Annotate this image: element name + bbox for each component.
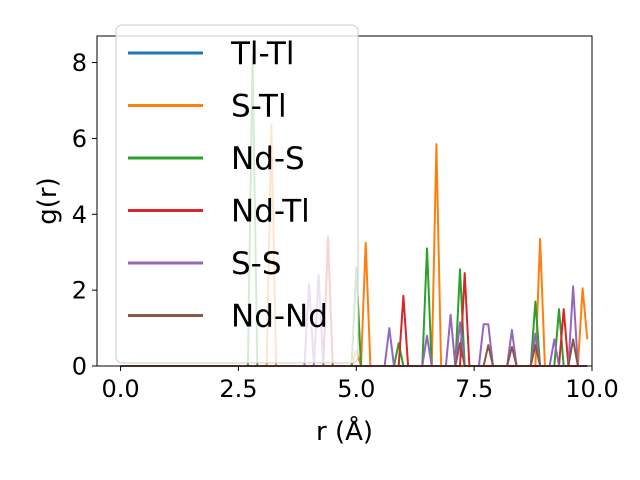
x-tick-label: 10.0 <box>565 375 618 403</box>
legend-label-tl-tl: Tl-Tl <box>230 36 294 72</box>
x-axis-ticks: 0.0 2.5 5.0 7.5 10.0 <box>101 366 619 403</box>
x-tick-label: 5.0 <box>337 375 375 403</box>
y-tick-label: 2 <box>72 277 87 305</box>
legend-label-nd-s: Nd-S <box>231 141 305 177</box>
legend-label-s-s: S-S <box>231 246 282 282</box>
legend: Tl-Tl S-Tl Nd-S Nd-Tl S-S Nd-Nd <box>115 24 359 364</box>
x-tick-label: 7.5 <box>455 375 493 403</box>
legend-label-nd-tl: Nd-Tl <box>231 194 310 230</box>
x-axis-label: r (Å) <box>316 415 373 447</box>
legend-box <box>115 24 359 364</box>
y-tick-label: 4 <box>72 201 87 229</box>
legend-label-nd-nd: Nd-Nd <box>231 299 328 335</box>
x-tick-label: 0.0 <box>101 375 139 403</box>
y-tick-label: 0 <box>72 353 87 381</box>
x-tick-label: 2.5 <box>219 375 257 403</box>
legend-entries: Tl-Tl S-Tl Nd-S Nd-Tl S-S Nd-Nd <box>128 36 328 335</box>
y-tick-label: 6 <box>72 125 87 153</box>
y-tick-label: 8 <box>72 49 87 77</box>
series-line-nd-nd <box>120 338 588 367</box>
legend-label-s-tl: S-Tl <box>231 89 287 125</box>
y-axis-ticks: 0 2 4 6 8 <box>72 49 97 381</box>
y-axis-label: g(r) <box>33 177 63 224</box>
